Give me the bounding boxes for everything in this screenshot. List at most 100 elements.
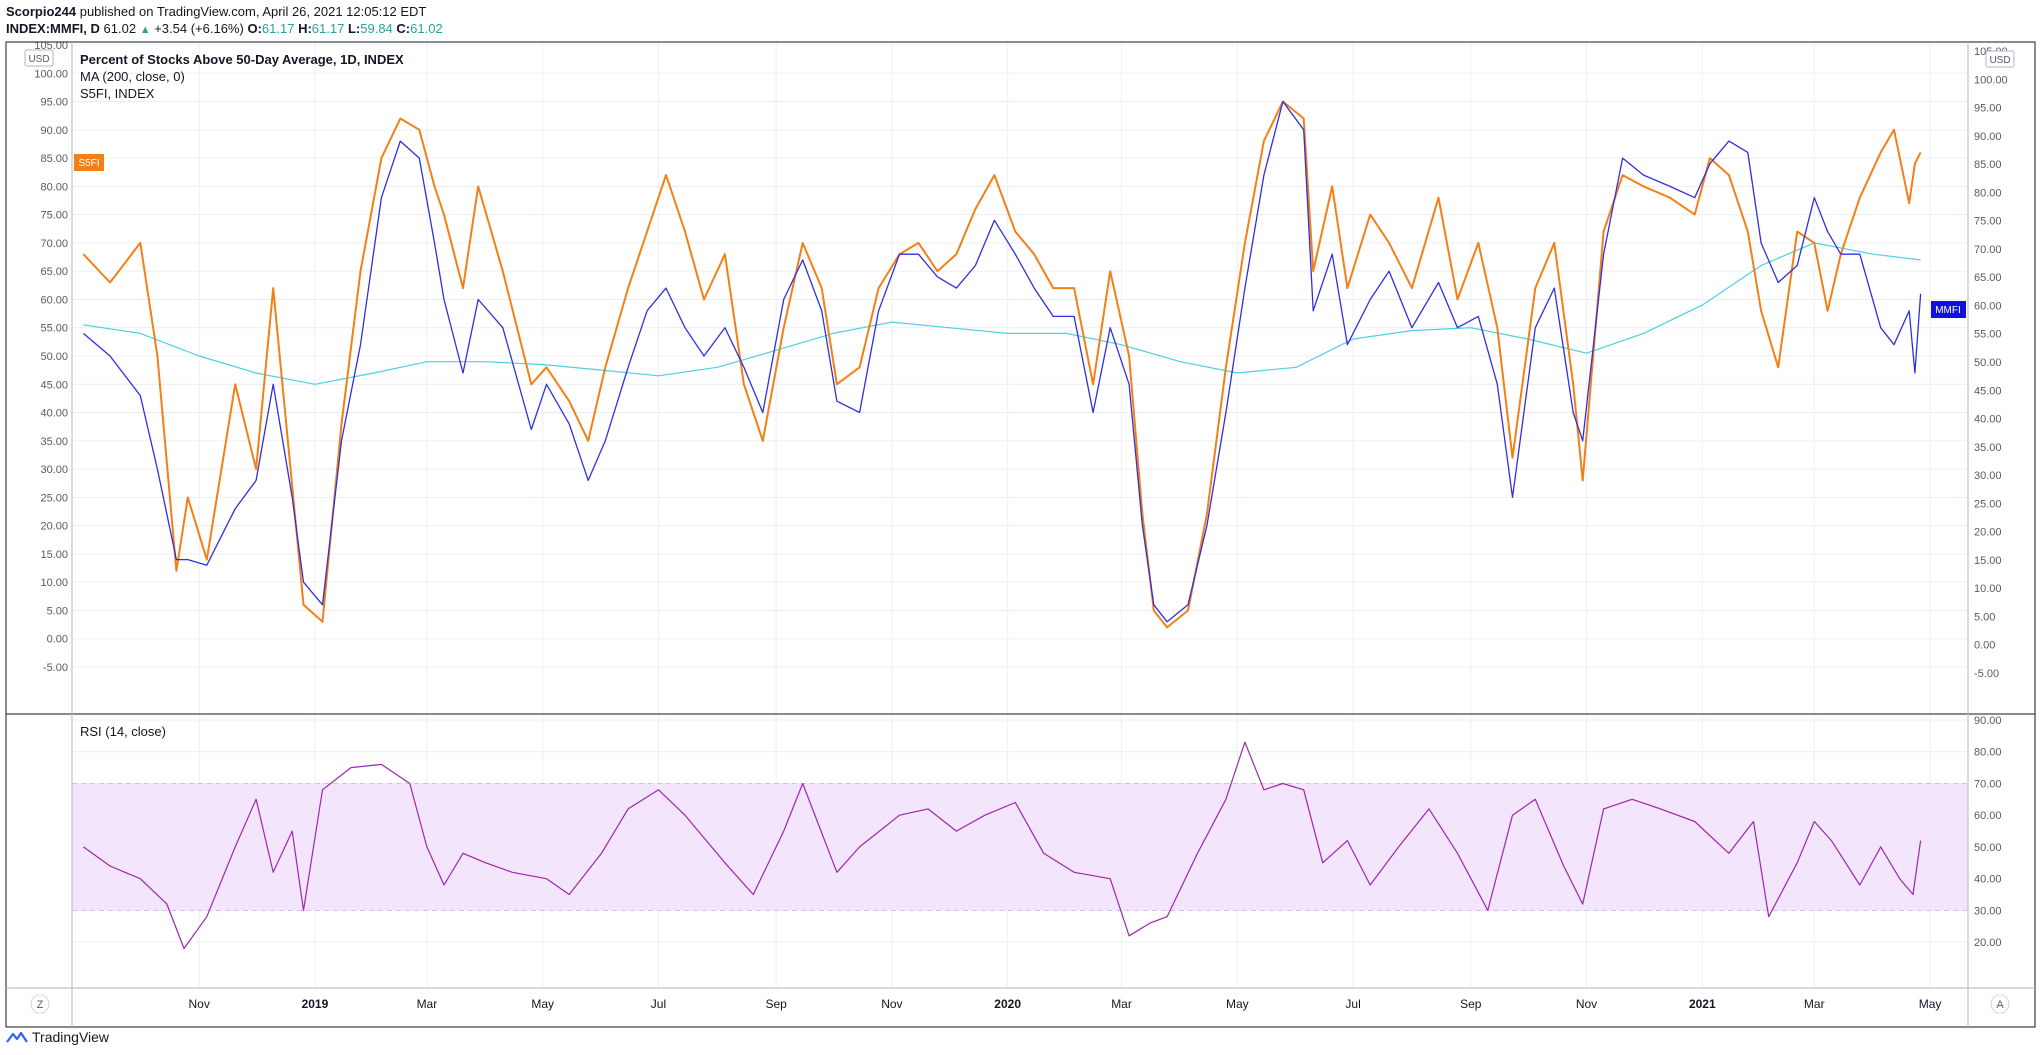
series-line-mmfi	[82, 100, 1922, 623]
time-axis-label: 2020	[994, 997, 1021, 1011]
up-arrow-icon: ▲	[139, 24, 151, 36]
rsi-axis-tick-label: 20.00	[1974, 937, 2002, 949]
tradingview-logo-icon	[6, 1031, 28, 1043]
low-label: L:	[347, 21, 361, 36]
time-axis-label: Jul	[651, 997, 666, 1011]
low-value: 59.84	[360, 21, 393, 36]
left-axis-tick-label: 95.00	[40, 97, 68, 109]
rsi-axis-tick-label: 80.00	[1974, 747, 2002, 759]
left-axis-tick-label: 65.00	[40, 266, 68, 278]
publisher-name[interactable]: Scorpio244	[6, 4, 77, 19]
mmfi-tag-label: MMFI	[1935, 305, 1961, 316]
left-currency-badge[interactable]: USD	[24, 49, 54, 67]
time-axis-label: May	[1226, 997, 1249, 1011]
time-axis-label: May	[531, 997, 554, 1011]
published-text: published on TradingView.com, April 26, …	[79, 4, 427, 19]
right-axis-tick-label: 20.00	[1974, 527, 2002, 539]
close-label: C:	[396, 21, 411, 36]
s5fi-tag-label: S5FI	[78, 158, 99, 169]
auto-scale-button[interactable]: A	[1990, 994, 2010, 1014]
left-axis-tick-label: 25.00	[40, 492, 68, 504]
right-axis-tick-label: 40.00	[1974, 414, 2002, 426]
right-axis-tick-label: 15.00	[1974, 555, 2002, 567]
time-axis-label: 2021	[1689, 997, 1716, 1011]
left-axis-tick-label: 15.00	[40, 549, 68, 561]
rsi-axis-tick-label: 90.00	[1974, 715, 2002, 727]
log-scale-button[interactable]: Z	[30, 994, 50, 1014]
legend-ma: MA (200, close, 0)	[80, 69, 185, 84]
time-axis-label: Sep	[765, 997, 787, 1011]
legend-rsi: RSI (14, close)	[80, 724, 166, 739]
right-axis-tick-label: 55.00	[1974, 329, 2002, 341]
right-axis-tick-label: 5.00	[1974, 611, 1995, 623]
time-axis-label: Mar	[417, 997, 438, 1011]
left-axis-tick-label: 55.00	[40, 323, 68, 335]
time-axis-label: Nov	[1576, 997, 1597, 1011]
right-currency-label: USD	[1989, 55, 2010, 66]
left-axis-tick-label: 10.00	[40, 577, 68, 589]
time-axis-label: Mar	[1111, 997, 1132, 1011]
left-axis-tick-label: 75.00	[40, 210, 68, 222]
ohlc-line: INDEX:MMFI, D 61.02 ▲ +3.54 (+6.16%) O:6…	[6, 21, 443, 36]
right-axis-tick-label: 10.00	[1974, 583, 2002, 595]
time-axis-label: Nov	[881, 997, 902, 1011]
open-value: 61.17	[261, 21, 295, 36]
brand-label: TradingView	[32, 1029, 110, 1045]
left-axis-tick-label: 85.00	[40, 153, 68, 165]
legend-title: Percent of Stocks Above 50-Day Average, …	[80, 52, 404, 67]
last-price: 61.02	[103, 21, 137, 36]
left-axis-tick-label: -5.00	[43, 662, 68, 674]
publish-info: Scorpio244 published on TradingView.com,…	[6, 4, 426, 19]
mmfi-tag: MMFI	[1931, 301, 1966, 318]
rsi-axis-tick-label: 60.00	[1974, 810, 2002, 822]
high-label: H:	[298, 21, 312, 36]
left-axis-tick-label: 45.00	[40, 379, 68, 391]
left-axis-tick-label: 20.00	[40, 521, 68, 533]
right-axis-tick-label: 100.00	[1974, 74, 2008, 86]
time-axis-label: Sep	[1460, 997, 1482, 1011]
rsi-axis-tick-label: 70.00	[1974, 778, 2002, 790]
rsi-band	[72, 783, 1968, 911]
right-axis-tick-label: 35.00	[1974, 442, 2002, 454]
right-axis-tick-label: 65.00	[1974, 272, 2002, 284]
left-currency-label: USD	[28, 54, 49, 65]
high-value: 61.17	[311, 21, 345, 36]
right-axis-tick-label: 85.00	[1974, 159, 2002, 171]
right-axis-tick-label: 0.00	[1974, 640, 1995, 652]
left-axis-tick-label: 70.00	[40, 238, 68, 250]
footer[interactable]: TradingView	[6, 1029, 109, 1045]
right-axis-tick-label: 25.00	[1974, 498, 2002, 510]
right-axis-tick-label: 30.00	[1974, 470, 2002, 482]
time-axis-label: Jul	[1345, 997, 1360, 1011]
right-axis-tick-label: 50.00	[1974, 357, 2002, 369]
right-axis-tick-label: 75.00	[1974, 216, 2002, 228]
close-value: 61.02	[410, 21, 443, 36]
left-axis-tick-label: 0.00	[47, 634, 68, 646]
time-axis-label: Mar	[1804, 997, 1825, 1011]
series-line-s5fi	[82, 100, 1922, 629]
series-line-ma-200-close-0-	[83, 242, 1921, 385]
z-button-label: Z	[37, 999, 44, 1011]
time-axis-label: May	[1919, 997, 1942, 1011]
right-currency-badge[interactable]: USD	[1985, 50, 2015, 68]
series-line-rsi	[83, 741, 1922, 950]
open-label: O:	[247, 21, 262, 36]
a-button-label: A	[1996, 999, 2004, 1011]
rsi-axis-tick-label: 40.00	[1974, 874, 2002, 886]
left-axis-tick-label: 90.00	[40, 125, 68, 137]
left-axis-tick-label: 80.00	[40, 181, 68, 193]
time-axis-label: 2019	[302, 997, 329, 1011]
legend-compare: S5FI, INDEX	[80, 86, 155, 101]
time-axis-label: Nov	[188, 997, 209, 1011]
chart-frame	[5, 41, 2036, 1028]
s5fi-tag: S5FI	[74, 154, 104, 171]
rsi-axis-tick-label: 30.00	[1974, 905, 2002, 917]
left-axis-tick-label: 30.00	[40, 464, 68, 476]
left-axis-tick-label: 40.00	[40, 408, 68, 420]
right-axis-tick-label: 60.00	[1974, 300, 2002, 312]
symbol-label: INDEX:MMFI, D	[6, 21, 100, 36]
left-axis-tick-label: 100.00	[34, 68, 68, 80]
rsi-axis-tick-label: 50.00	[1974, 842, 2002, 854]
right-axis-tick-label: 70.00	[1974, 244, 2002, 256]
